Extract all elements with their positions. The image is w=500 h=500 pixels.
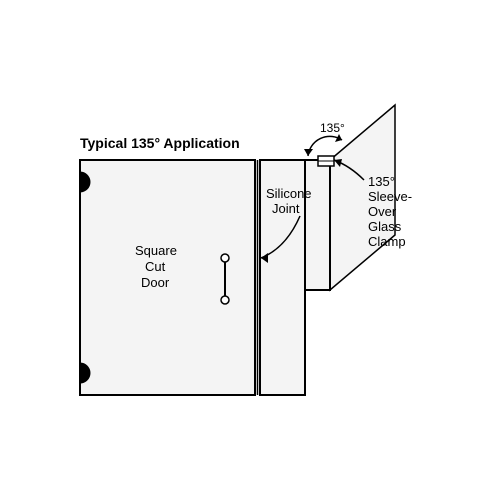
joint-label-1: Silicone [266, 186, 312, 201]
clamp-label-4: Glass [368, 219, 402, 234]
clamp-label-2: Sleeve- [368, 189, 412, 204]
clamp-label-1: 135° [368, 174, 395, 189]
diagram-title: Typical 135° Application [80, 135, 240, 151]
half-wall [305, 160, 330, 290]
joint-label-2: Joint [272, 201, 300, 216]
door-handle-top [221, 254, 229, 262]
diagram-canvas: Typical 135° Application SquareCutDoor Sil… [0, 0, 500, 500]
angle-arrow-left [304, 149, 313, 156]
angle-arrow-right [335, 134, 342, 142]
door-label-2: Cut [145, 259, 166, 274]
angle-label: 135° [320, 121, 345, 135]
clamp-label-3: Over [368, 204, 397, 219]
clamp-label-5: Clamp [368, 234, 406, 249]
door-label-1: Square [135, 243, 177, 258]
door-label-3: Door [141, 275, 170, 290]
door-handle-bottom [221, 296, 229, 304]
